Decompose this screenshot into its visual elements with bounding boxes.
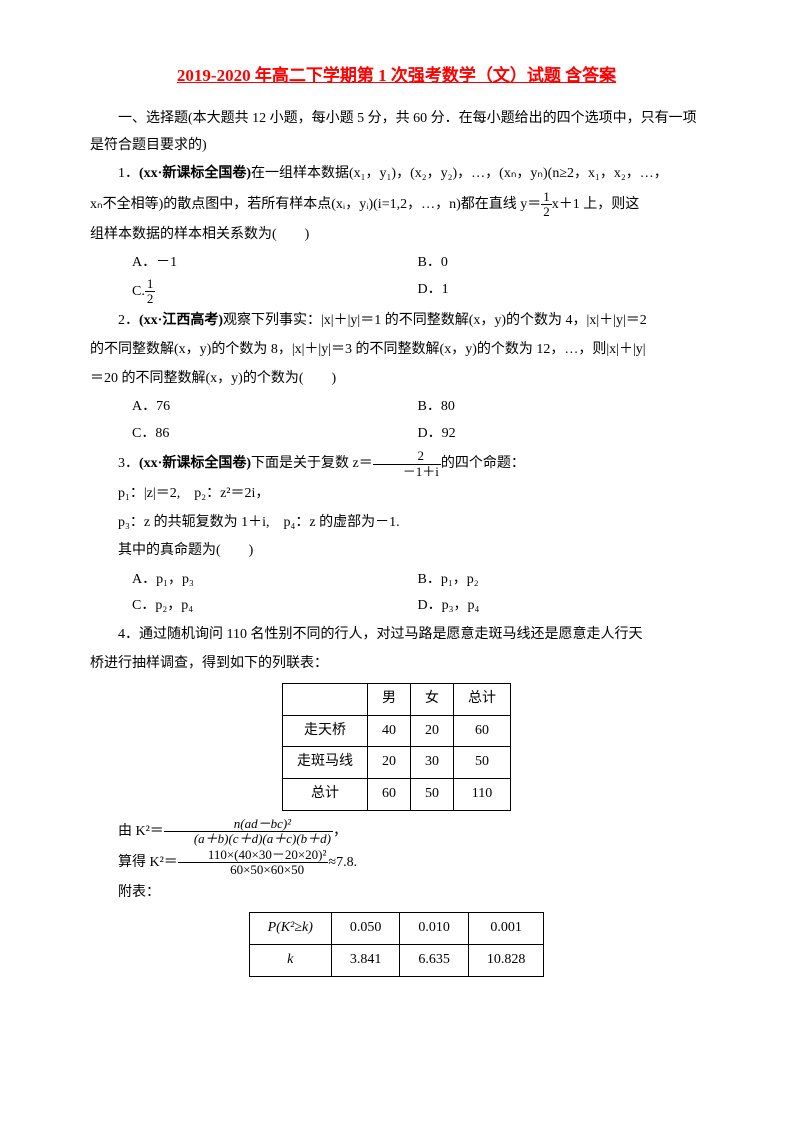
formula2-lhs: 算得 K²＝ (118, 855, 178, 870)
q3-frac: 2－1＋i (373, 449, 441, 479)
document-page: 2019-2020 年高二下学期第 1 次强考数学（文）试题 含答案 一、选择题… (0, 0, 793, 1023)
section-intro: 一、选择题(本大题共 12 小题，每小题 5 分，共 60 分．在每小题给出的四… (90, 106, 703, 159)
q3-num: 3． (118, 456, 139, 471)
table-row: k 3.841 6.635 10.828 (249, 944, 544, 976)
q2-t1: 观察下列事实：|x|＋|y|＝1 的不同整数解(x，y)的个数为 4，|x|＋|… (223, 313, 647, 328)
q1-optC-frac: 12 (145, 277, 156, 307)
table-row: P(K²≥k) 0.050 0.010 0.001 (249, 913, 544, 945)
q3-optC: C．p₂，p₄ (132, 593, 418, 620)
table-row: 走天桥 40 20 60 (283, 715, 511, 747)
q2-line2: 的不同整数解(x，y)的个数为 8，|x|＋|y|＝3 的不同整数解(x，y)的… (90, 337, 703, 364)
table-row: 男 女 总计 (283, 684, 511, 716)
q1-line2: xₙ不全相等)的散点图中，若所有样本点(xᵢ，yᵢ)(i=1,2，…，n)都在直… (90, 190, 703, 220)
q3-optD: D．p₃，p₄ (418, 593, 704, 620)
q1-options-row2: C.12 D．1 (132, 277, 703, 307)
formula2-frac: 110×(40×30－20×20)²60×50×60×50 (178, 848, 329, 878)
q2-optC: C．86 (132, 421, 418, 448)
q2-options-row1: A．76 B．80 (132, 394, 703, 421)
q3-options-row1: A．p₁，p₃ B．p₁，p₂ (132, 567, 703, 594)
table-row: 走斑马线 20 30 50 (283, 747, 511, 779)
q3-source: (xx·新课标全国卷) (139, 456, 251, 471)
formula1-lhs: 由 K²＝ (118, 824, 164, 839)
q3-p1: p₁：|z|＝2, p₂：z²＝2i， (90, 481, 703, 508)
q2-options-row2: C．86 D．92 (132, 421, 703, 448)
q1-t3: x＋1 上，则这 (552, 197, 640, 212)
contingency-table: 男 女 总计 走天桥 40 20 60 走斑马线 20 30 50 总计 60 … (282, 683, 511, 810)
q2-optB: B．80 (418, 394, 704, 421)
q3-line1: 3．(xx·新课标全国卷)下面是关于复数 z＝2－1＋i的四个命题： (90, 449, 703, 479)
formula2-end: ≈7.8. (328, 855, 357, 870)
q1-optC: C.12 (132, 277, 418, 307)
q1-options-row1: A．－1 B．0 (132, 250, 703, 277)
q3-options-row2: C．p₂，p₄ D．p₃，p₄ (132, 593, 703, 620)
q1-line3: 组样本数据的样本相关系数为( ) (90, 222, 703, 249)
page-title: 2019-2020 年高二下学期第 1 次强考数学（文）试题 含答案 (90, 60, 703, 92)
appendix-table: P(K²≥k) 0.050 0.010 0.001 k 3.841 6.635 … (249, 912, 545, 976)
table-row: 总计 60 50 110 (283, 778, 511, 810)
q1-optA: A．－1 (132, 250, 418, 277)
q1-optB: B．0 (418, 250, 704, 277)
q3-p2: p₃：z 的共轭复数为 1＋i, p₄：z 的虚部为－1. (90, 510, 703, 537)
q1-line1: 1．(xx·新课标全国卷)在一组样本数据(x₁，y₁)，(x₂，y₂)，…，(x… (90, 161, 703, 188)
q3-t1: 下面是关于复数 z＝ (251, 456, 373, 471)
appendix-label: 附表： (90, 880, 703, 907)
q2-num: 2． (118, 313, 139, 328)
q2-line1: 2．(xx·江西高考)观察下列事实：|x|＋|y|＝1 的不同整数解(x，y)的… (90, 308, 703, 335)
q1-source: (xx·新课标全国卷) (139, 166, 251, 181)
q3-optB: B．p₁，p₂ (418, 567, 704, 594)
q4-line2: 桥进行抽样调查，得到如下的列联表： (90, 651, 703, 678)
q1-t1: 在一组样本数据(x₁，y₁)，(x₂，y₂)，…，(xₙ，yₙ)(n≥2，x₁，… (251, 166, 668, 181)
q3-p3: 其中的真命题为( ) (90, 538, 703, 565)
q2-optA: A．76 (132, 394, 418, 421)
formula1-frac: n(ad－bc)²(a＋b)(c＋d)(a＋c)(b＋d) (164, 817, 333, 847)
q1-num: 1． (118, 166, 139, 181)
formula1: 由 K²＝n(ad－bc)²(a＋b)(c＋d)(a＋c)(b＋d)， (90, 817, 703, 847)
q2-source: (xx·江西高考) (139, 313, 223, 328)
q2-line3: ＝20 的不同整数解(x，y)的个数为( ) (90, 366, 703, 393)
formula2: 算得 K²＝110×(40×30－20×20)²60×50×60×50≈7.8. (90, 848, 703, 878)
q1-t2: xₙ不全相等)的散点图中，若所有样本点(xᵢ，yᵢ)(i=1,2，…，n)都在直… (90, 197, 541, 212)
q1-frac: 12 (541, 190, 552, 220)
formula1-end: ， (333, 824, 347, 839)
q3-t2: 的四个命题： (441, 456, 525, 471)
q2-optD: D．92 (418, 421, 704, 448)
q1-optD: D．1 (418, 277, 704, 307)
q4-line1: 4．通过随机询问 110 名性别不同的行人，对过马路是愿意走斑马线还是愿意走人行… (90, 622, 703, 649)
q3-optA: A．p₁，p₃ (132, 567, 418, 594)
